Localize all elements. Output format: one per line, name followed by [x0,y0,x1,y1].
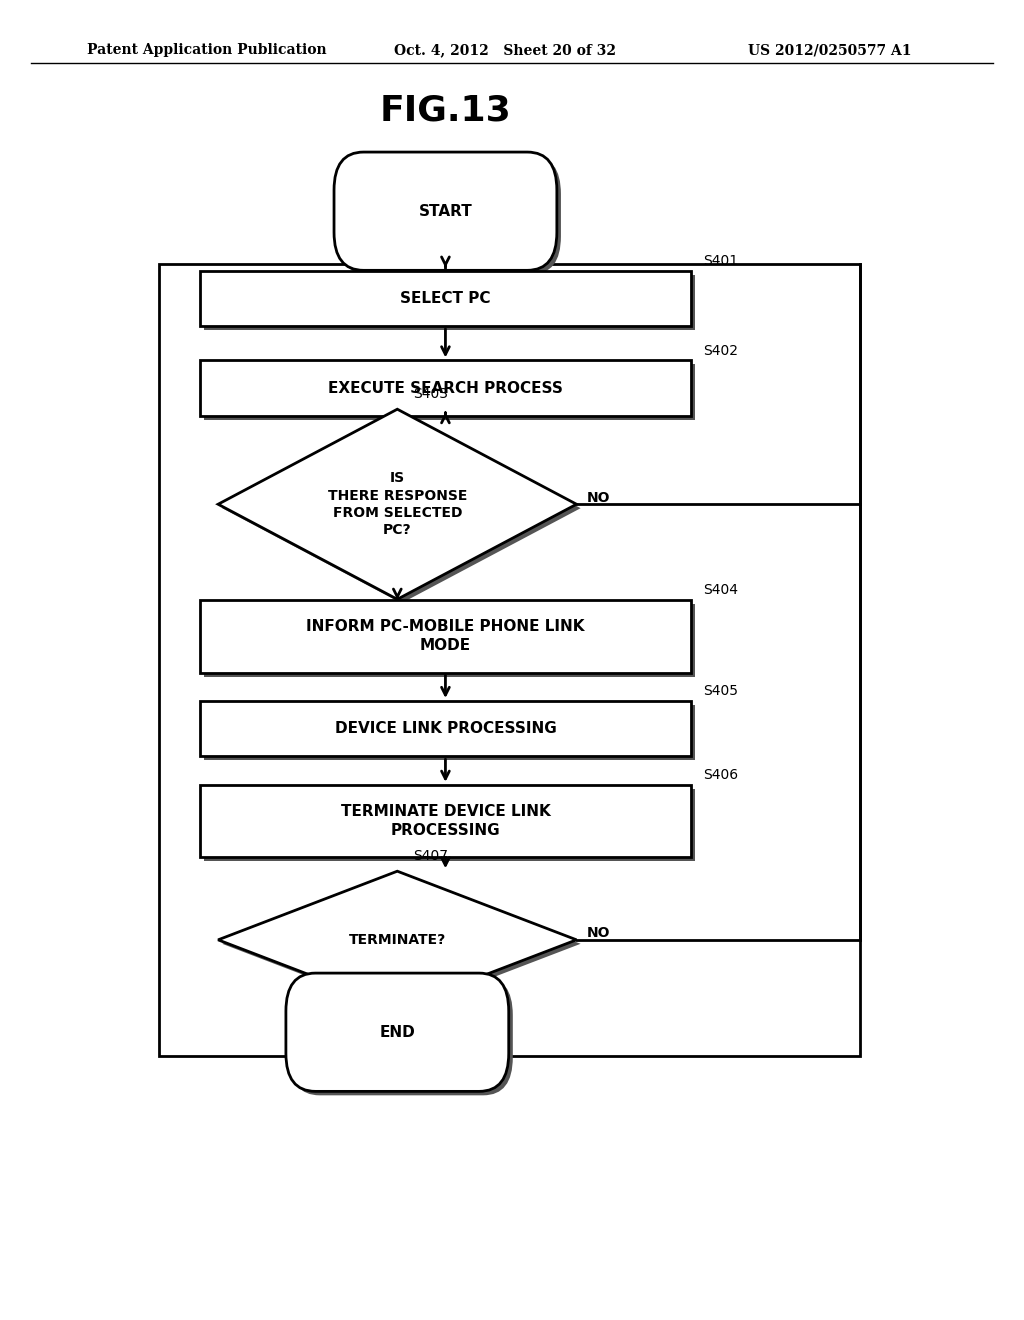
Polygon shape [218,409,577,599]
Bar [200,599,691,672]
FancyBboxPatch shape [290,977,513,1096]
Bar [200,784,691,858]
Text: YES: YES [373,610,401,624]
Text: S401: S401 [703,253,738,268]
Bar [200,360,691,416]
Polygon shape [222,413,581,603]
Bar [200,271,691,326]
Bar [204,789,695,862]
Text: END: END [380,1024,415,1040]
Bar [204,275,695,330]
Text: S404: S404 [703,583,738,597]
Text: Patent Application Publication: Patent Application Publication [87,44,327,57]
Text: YES: YES [373,1016,401,1031]
Bar [159,264,860,1056]
Text: DEVICE LINK PROCESSING: DEVICE LINK PROCESSING [335,721,556,737]
Text: NO: NO [587,927,610,940]
Text: Oct. 4, 2012   Sheet 20 of 32: Oct. 4, 2012 Sheet 20 of 32 [394,44,616,57]
Text: TERMINATE?: TERMINATE? [349,933,445,946]
Text: TERMINATE DEVICE LINK
PROCESSING: TERMINATE DEVICE LINK PROCESSING [341,804,550,838]
FancyBboxPatch shape [334,152,557,271]
Text: FIG.13: FIG.13 [380,94,511,128]
Text: S407: S407 [413,849,447,863]
Text: S405: S405 [703,684,738,698]
Text: SELECT PC: SELECT PC [400,290,490,306]
Text: START: START [419,203,472,219]
Text: EXECUTE SEARCH PROCESS: EXECUTE SEARCH PROCESS [328,380,563,396]
Text: NO: NO [587,491,610,504]
Bar [204,605,695,676]
Polygon shape [222,875,581,1012]
FancyBboxPatch shape [338,156,561,275]
Text: IS
THERE RESPONSE
FROM SELECTED
PC?: IS THERE RESPONSE FROM SELECTED PC? [328,471,467,537]
Text: US 2012/0250577 A1: US 2012/0250577 A1 [748,44,911,57]
Polygon shape [218,871,577,1008]
Text: S403: S403 [413,387,447,401]
Text: S406: S406 [703,768,738,781]
Bar [204,705,695,760]
Bar [204,364,695,420]
Text: S402: S402 [703,343,738,358]
FancyBboxPatch shape [286,973,509,1092]
Bar [200,701,691,756]
Text: INFORM PC-MOBILE PHONE LINK
MODE: INFORM PC-MOBILE PHONE LINK MODE [306,619,585,653]
